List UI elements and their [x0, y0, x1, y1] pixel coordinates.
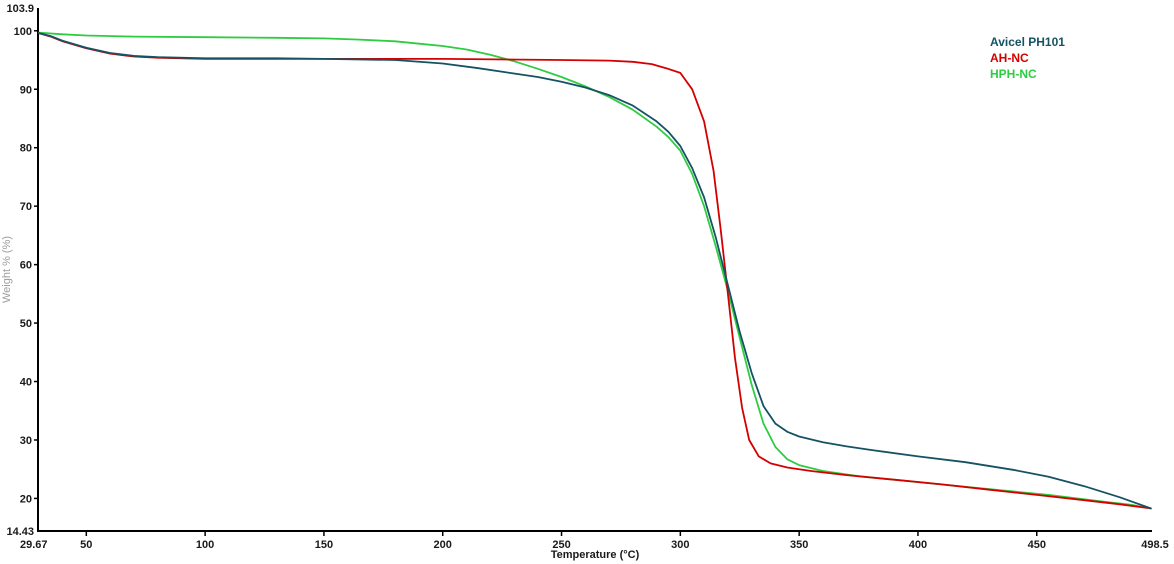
x-tick-label: 400	[909, 539, 927, 551]
x-axis-max-label: 498.5	[1141, 539, 1169, 551]
x-tick-label: 100	[196, 539, 214, 551]
y-axis-title: Weight % (%)	[1, 236, 13, 303]
x-tick-label: 250	[552, 539, 570, 551]
y-axis-max-label: 103.9	[6, 3, 34, 15]
x-tick-label: 200	[434, 539, 452, 551]
y-tick-label: 30	[20, 435, 32, 447]
series-line-avicel-ph101	[37, 32, 1152, 510]
x-tick-label: 350	[790, 539, 808, 551]
legend-item-ah-nc: AH-NC	[990, 51, 1029, 65]
y-tick-label: 80	[20, 143, 32, 155]
y-tick-label: 90	[20, 84, 32, 96]
x-axis-title: Temperature (°C)	[551, 549, 640, 561]
legend-item-hph-nc: HPH-NC	[990, 67, 1037, 81]
x-tick-label: 300	[671, 539, 689, 551]
y-tick-label: 50	[20, 318, 32, 330]
x-tick-label: 150	[315, 539, 333, 551]
y-tick-label: 60	[20, 260, 32, 272]
legend-item-avicel-ph101: Avicel PH101	[990, 35, 1065, 49]
axis-lines	[37, 8, 1152, 532]
y-axis-min-label: 14.43	[6, 526, 34, 538]
y-tick-label: 70	[20, 201, 32, 213]
y-tick-label: 40	[20, 377, 32, 389]
y-tick-label: 20	[20, 493, 32, 505]
y-tick-label: 100	[14, 26, 32, 38]
x-tick-label: 50	[80, 539, 92, 551]
x-axis-min-label: 29.67	[20, 539, 48, 551]
x-tick-label: 450	[1028, 539, 1046, 551]
